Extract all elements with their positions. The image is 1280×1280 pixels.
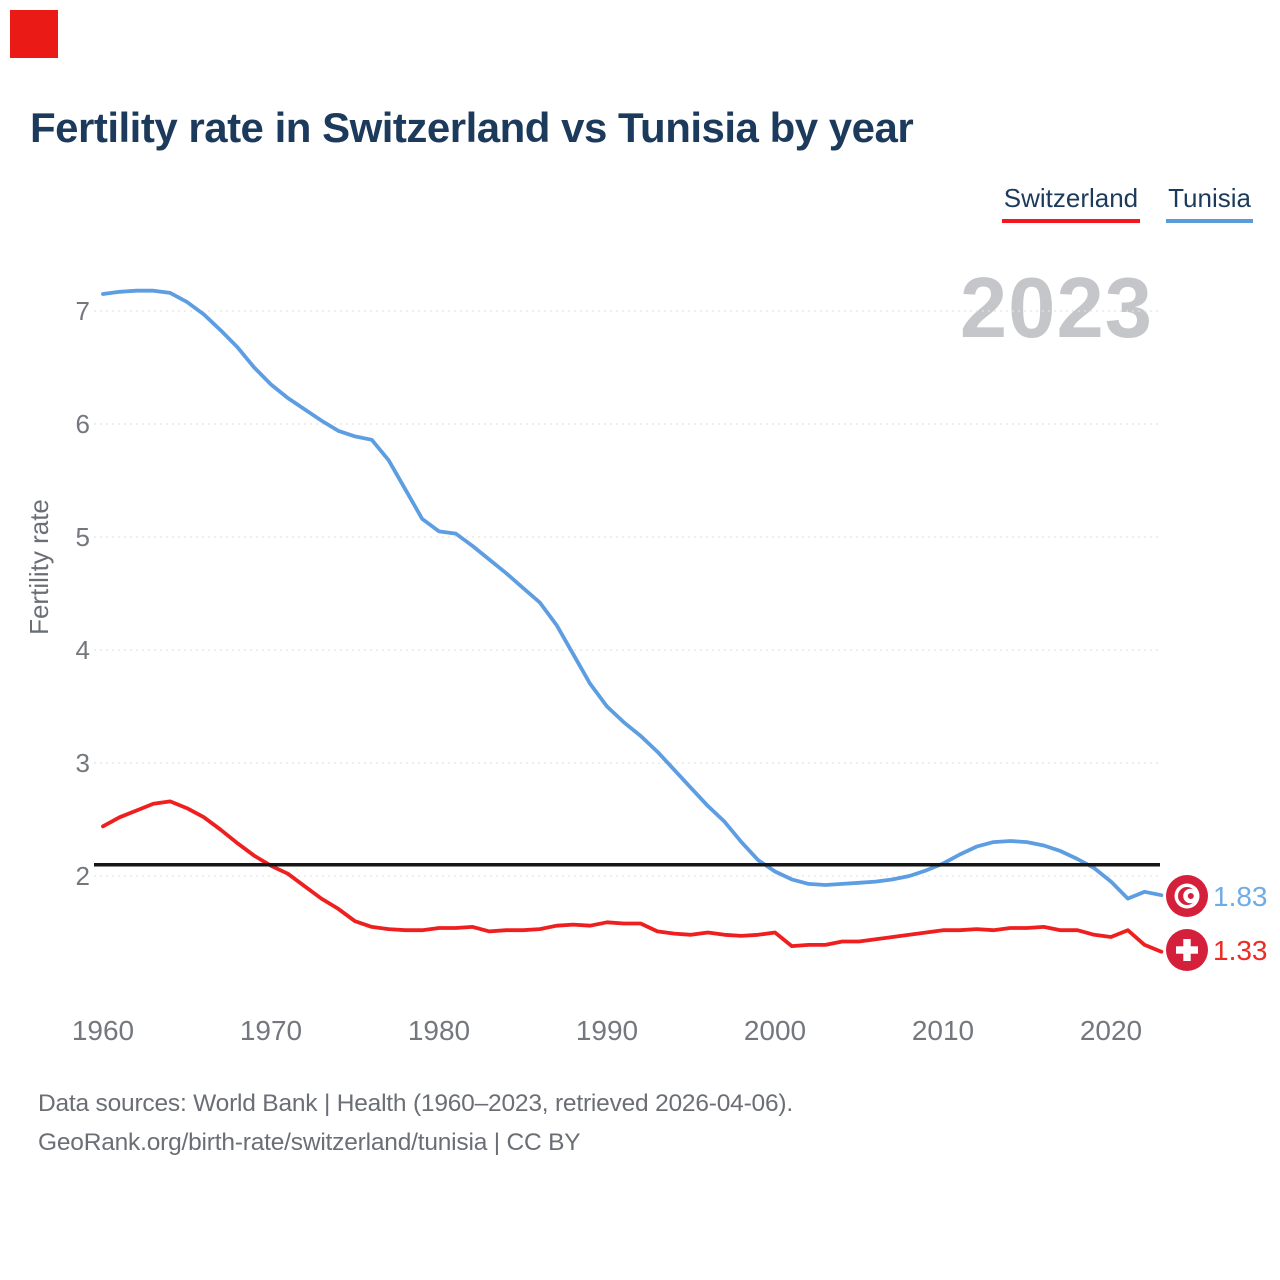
series-line-tunisia [101,288,1164,901]
year-watermark: 2023 [959,261,1153,356]
end-value-tunisia: 1.83 [1213,881,1268,912]
y-tick-6: 6 [76,409,90,439]
source-attribution: Data sources: World Bank | Health (1960–… [38,1084,793,1162]
end-value-switzerland: 1.33 [1213,935,1268,966]
x-tick-2020: 2020 [1080,1015,1142,1046]
y-tick-2: 2 [76,861,90,891]
x-axis-ticks: 1960 1970 1980 1990 2000 2010 2020 [72,1015,1142,1046]
series-line-switzerland [101,799,1164,954]
y-axis-ticks: 2 3 4 5 6 7 [76,296,90,891]
series-lines [101,288,1164,954]
x-tick-1970: 1970 [240,1015,302,1046]
y-axis-title: Fertility rate [24,499,54,635]
legend-item-switzerland[interactable]: Switzerland [1001,183,1141,223]
legend-item-tunisia[interactable]: Tunisia [1166,183,1253,223]
x-tick-1990: 1990 [576,1015,638,1046]
tunisia-flag-icon [1166,875,1208,917]
x-tick-2010: 2010 [912,1015,974,1046]
x-tick-2000: 2000 [744,1015,806,1046]
y-tick-4: 4 [76,635,90,665]
y-tick-5: 5 [76,522,90,552]
x-tick-1960: 1960 [72,1015,134,1046]
x-tick-1980: 1980 [408,1015,470,1046]
red-square-marker [10,10,58,58]
source-line1: Data sources: World Bank | Health (1960–… [38,1090,793,1117]
y-tick-7: 7 [76,296,90,326]
legend: Switzerland Tunisia [1001,183,1253,223]
y-tick-3: 3 [76,748,90,778]
source-line2: GeoRank.org/birth-rate/switzerland/tunis… [38,1129,581,1156]
page-title: Fertility rate in Switzerland vs Tunisia… [30,104,914,151]
switzerland-flag-icon [1166,929,1208,971]
gridlines [94,310,1160,877]
